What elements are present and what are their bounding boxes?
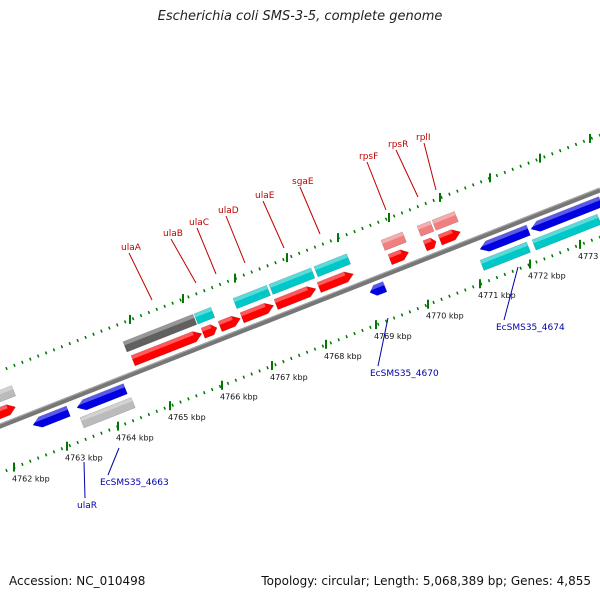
gene-label-leaders: ulaA ulaB ulaC ulaD ulaE sgaE rpsF rpsR rplI ulaR… <box>77 133 565 511</box>
feature-left-cds <box>0 404 16 421</box>
feature-rna-right-2 <box>531 213 600 251</box>
gene-label-forward: ulaE <box>255 191 275 201</box>
feature-ulaB <box>200 324 218 339</box>
feature-rna-ulaE <box>268 267 316 295</box>
gene-label-forward: rplI <box>416 133 431 143</box>
feature-rna-sgaE <box>313 253 351 278</box>
gene-label-reverse: EcSMS35_4663 <box>100 478 169 488</box>
tick-label: 4772 kbp <box>528 272 566 281</box>
feature-pseudo-dark <box>122 313 198 353</box>
feature-EcSMS35_4674 <box>477 224 531 252</box>
feature-right-blue <box>528 196 600 232</box>
tick-label: 4764 kbp <box>116 434 154 443</box>
feature-sgaE <box>316 271 354 293</box>
gene-label-forward: ulaA <box>121 243 142 253</box>
gene-label-forward: rpsR <box>388 140 408 150</box>
gene-label-forward: ulaD <box>218 206 239 216</box>
genome-axis <box>0 187 600 429</box>
genome-axis-highlight <box>0 187 600 425</box>
tick-label: 4766 kbp <box>220 393 258 402</box>
gene-label-reverse: EcSMS35_4670 <box>370 369 439 379</box>
accession-label: Accession: NC_010498 <box>9 574 146 588</box>
gene-label-forward: ulaC <box>189 218 209 228</box>
tick-labels: 4762 kbp 4763 kbp 4764 kbp 4765 kbp 4766 kbp… <box>12 252 600 484</box>
major-ticks <box>13 133 591 472</box>
feature-rna-ulaD <box>232 284 271 310</box>
gene-label-reverse: EcSMS35_4674 <box>496 323 565 333</box>
feature-pseudo-light-left <box>0 385 16 404</box>
gene-label-reverse: ulaR <box>77 501 97 511</box>
tick-label: 4768 kbp <box>324 352 362 361</box>
features <box>0 196 600 429</box>
tick-label: 4771 kbp <box>478 291 516 300</box>
tick-label: 4763 kbp <box>65 454 103 463</box>
feature-rna-ulaB <box>193 306 216 325</box>
feature-rna-right-1 <box>479 241 531 271</box>
feature-ulaD <box>239 302 275 324</box>
feature-rpsR <box>422 237 437 252</box>
feature-rpsR-other <box>416 220 435 237</box>
map-title: Escherichia coli SMS-3-5, complete genom… <box>157 9 443 24</box>
gene-label-forward: sgaE <box>292 177 314 187</box>
feature-rplI <box>437 229 461 246</box>
gene-label-forward: ulaB <box>163 229 183 239</box>
feature-ulaC <box>217 315 241 332</box>
feature-pseudo-light <box>79 397 136 429</box>
feature-rpsF-other <box>380 231 407 251</box>
feature-ulaE <box>273 286 317 310</box>
genome-stats: Topology: circular; Length: 5,068,389 bp… <box>261 574 591 588</box>
feature-rplI-other <box>431 211 459 231</box>
gene-label-forward: rpsF <box>359 152 378 162</box>
feature-ulaA <box>130 331 203 367</box>
feature-EcSMS35_4663 <box>74 383 128 411</box>
tick-label: 4765 kbp <box>168 413 206 422</box>
tick-label: 4773 kbp <box>578 252 600 261</box>
tick-label: 4770 kbp <box>426 312 464 321</box>
feature-EcSMS35_4670 <box>367 281 388 296</box>
feature-rpsF <box>387 249 409 266</box>
tick-label: 4762 kbp <box>12 475 50 484</box>
tick-label: 4767 kbp <box>270 373 308 382</box>
tick-label: 4769 kbp <box>374 332 412 341</box>
feature-ulaR <box>30 405 71 428</box>
